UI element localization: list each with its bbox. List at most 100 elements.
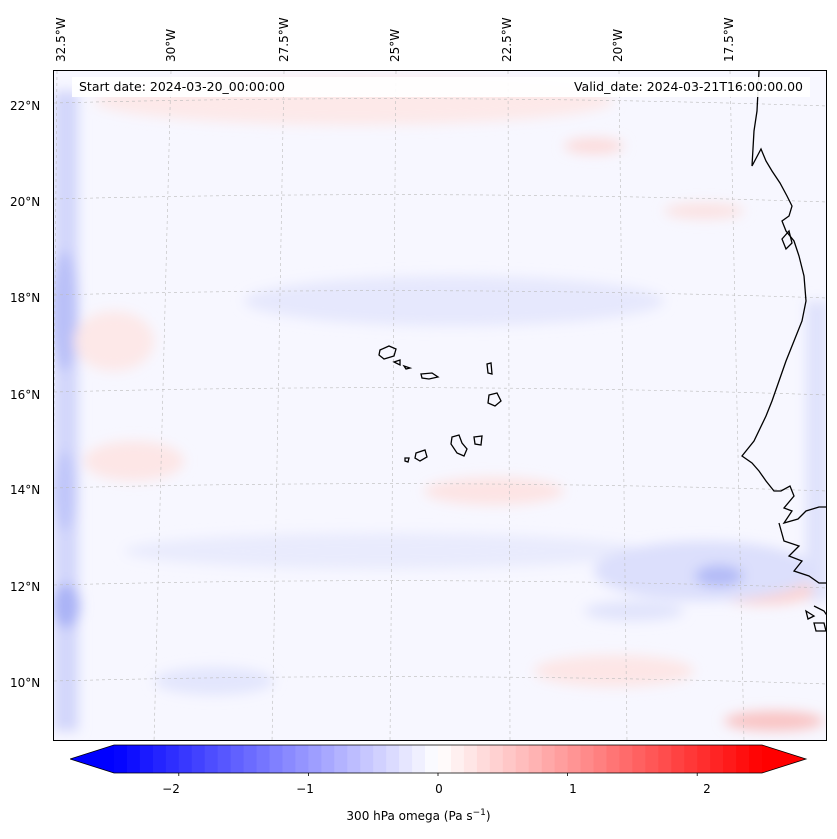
colorbar-segment [204, 745, 219, 773]
colorbar-tick-label: 0 [435, 782, 443, 796]
colorbar-segment [658, 745, 672, 773]
lon-label-32-5w: 32.5°W [54, 17, 68, 62]
colorbar-tick-label: 1 [569, 782, 577, 796]
cool-band-north [244, 276, 664, 326]
lat-label-22n: 22°N [10, 99, 41, 113]
colorbar-segment [723, 745, 737, 773]
colorbar-title-close: ) [485, 809, 491, 823]
meridian-20w [618, 71, 628, 740]
colorbar-segment [463, 745, 478, 773]
colorbar-title: 300 hPa omega (Pa s−1) [0, 808, 837, 823]
left-edge-core-upper [54, 251, 78, 371]
meridian-22-5w [507, 71, 511, 740]
left-edge-core-middle [54, 451, 76, 531]
date-banner-background [72, 77, 810, 97]
parallel-16n [54, 387, 826, 396]
island-sal [486, 362, 493, 375]
colorbar-segment [243, 745, 258, 773]
colorbar-segment [217, 745, 232, 773]
colorbar-segment [165, 745, 180, 773]
lat-label-16n: 16°N [10, 388, 41, 402]
colorbar-segment [321, 745, 335, 773]
colorbar-segment [152, 745, 167, 773]
warm-patch-4 [84, 441, 184, 481]
colorbar-segment [502, 745, 517, 773]
island-santo-antao [378, 345, 397, 360]
colorbar-segment [671, 745, 685, 773]
warm-patch-1 [564, 138, 624, 154]
graticule [54, 71, 826, 740]
colorbar-segment [632, 745, 646, 773]
colorbar-segment [684, 745, 698, 773]
colorbar-segment [308, 745, 322, 773]
mainland-coast [741, 71, 826, 525]
colorbar-segment [373, 745, 387, 773]
island-brava [404, 457, 410, 463]
colorbar-segment [580, 745, 595, 773]
colorbar-segment [191, 745, 206, 773]
colorbar-tick-label: −1 [296, 782, 314, 796]
date-banner-wrapper: Start date: 2024-03-20_00:00:00 Valid_da… [54, 77, 826, 97]
date-banner: Start date: 2024-03-20_00:00:00 Valid_da… [54, 77, 826, 97]
colorbar-segment [476, 745, 491, 773]
colorbar-segment [334, 745, 348, 773]
colorbar-segment [126, 745, 141, 773]
colorbar-segments [114, 745, 763, 773]
colorbar-segment [515, 745, 530, 773]
lat-label-18n: 18°N [10, 291, 41, 305]
colorbar-segment [256, 745, 271, 773]
colorbar-segment [554, 745, 569, 773]
colorbar-segment [541, 745, 556, 773]
colorbar-min-extend [70, 745, 114, 773]
colorbar-segment [282, 745, 297, 773]
colorbar-segment [412, 745, 426, 773]
map-panel: Start date: 2024-03-20_00:00:00 Valid_da… [53, 70, 827, 741]
colorbar-outline [70, 744, 808, 774]
colorbar-segment [528, 745, 543, 773]
lon-label-20w: 20°W [611, 28, 625, 62]
island-boa-vista [487, 392, 502, 407]
warm-patch-5 [424, 477, 564, 505]
colorbar-segment [386, 745, 400, 773]
colorbar-title-text: 300 hPa omega (Pa s [346, 809, 473, 823]
colorbar-segment [489, 745, 504, 773]
lon-label-30w: 30°W [164, 28, 178, 62]
parallel-20n [54, 194, 826, 203]
warm-patch-3 [74, 311, 154, 371]
colorbar-title-exponent: −1 [472, 808, 486, 818]
cool-band-center [124, 533, 644, 569]
cool-patch-south [584, 601, 684, 621]
parallel-18n [54, 290, 826, 299]
lat-label-20n: 20°N [10, 195, 41, 209]
warm-patch-2 [664, 203, 744, 219]
colorbar-segment [438, 745, 452, 773]
colorbar-segment [697, 745, 711, 773]
guinea-bissau-coast [778, 522, 826, 584]
start-date-label: Start date: 2024-03-20_00:00:00 [79, 79, 285, 94]
guinea-coast [813, 605, 826, 616]
bijagos-island [804, 609, 816, 620]
cool-core-east [695, 565, 743, 587]
colorbar-segment [347, 745, 361, 773]
colorbar-segment [360, 745, 374, 773]
island-santa-luzia [402, 364, 413, 370]
parallel-10n [54, 676, 826, 685]
parallel-12n [54, 580, 826, 589]
parallel-14n [54, 483, 826, 492]
colorbar-segment [619, 745, 633, 773]
warm-patch-6 [534, 655, 694, 687]
island-fogo [414, 449, 428, 462]
lon-label-25w: 25°W [388, 28, 402, 62]
colorbar-tick-label: −2 [162, 782, 180, 796]
colorbar-segment [139, 745, 154, 773]
left-edge-core-lower [54, 584, 80, 628]
colorbar-segment [606, 745, 621, 773]
colorbar-segment [749, 745, 763, 773]
island-sao-nicolau [420, 372, 440, 380]
lon-label-27-5w: 27.5°W [277, 17, 291, 62]
colorbar-tick-label: 2 [703, 782, 711, 796]
colorbar [70, 744, 808, 776]
cool-patch-southwest [154, 667, 274, 695]
right-edge-band [806, 301, 826, 601]
warm-patch-8 [724, 711, 824, 731]
